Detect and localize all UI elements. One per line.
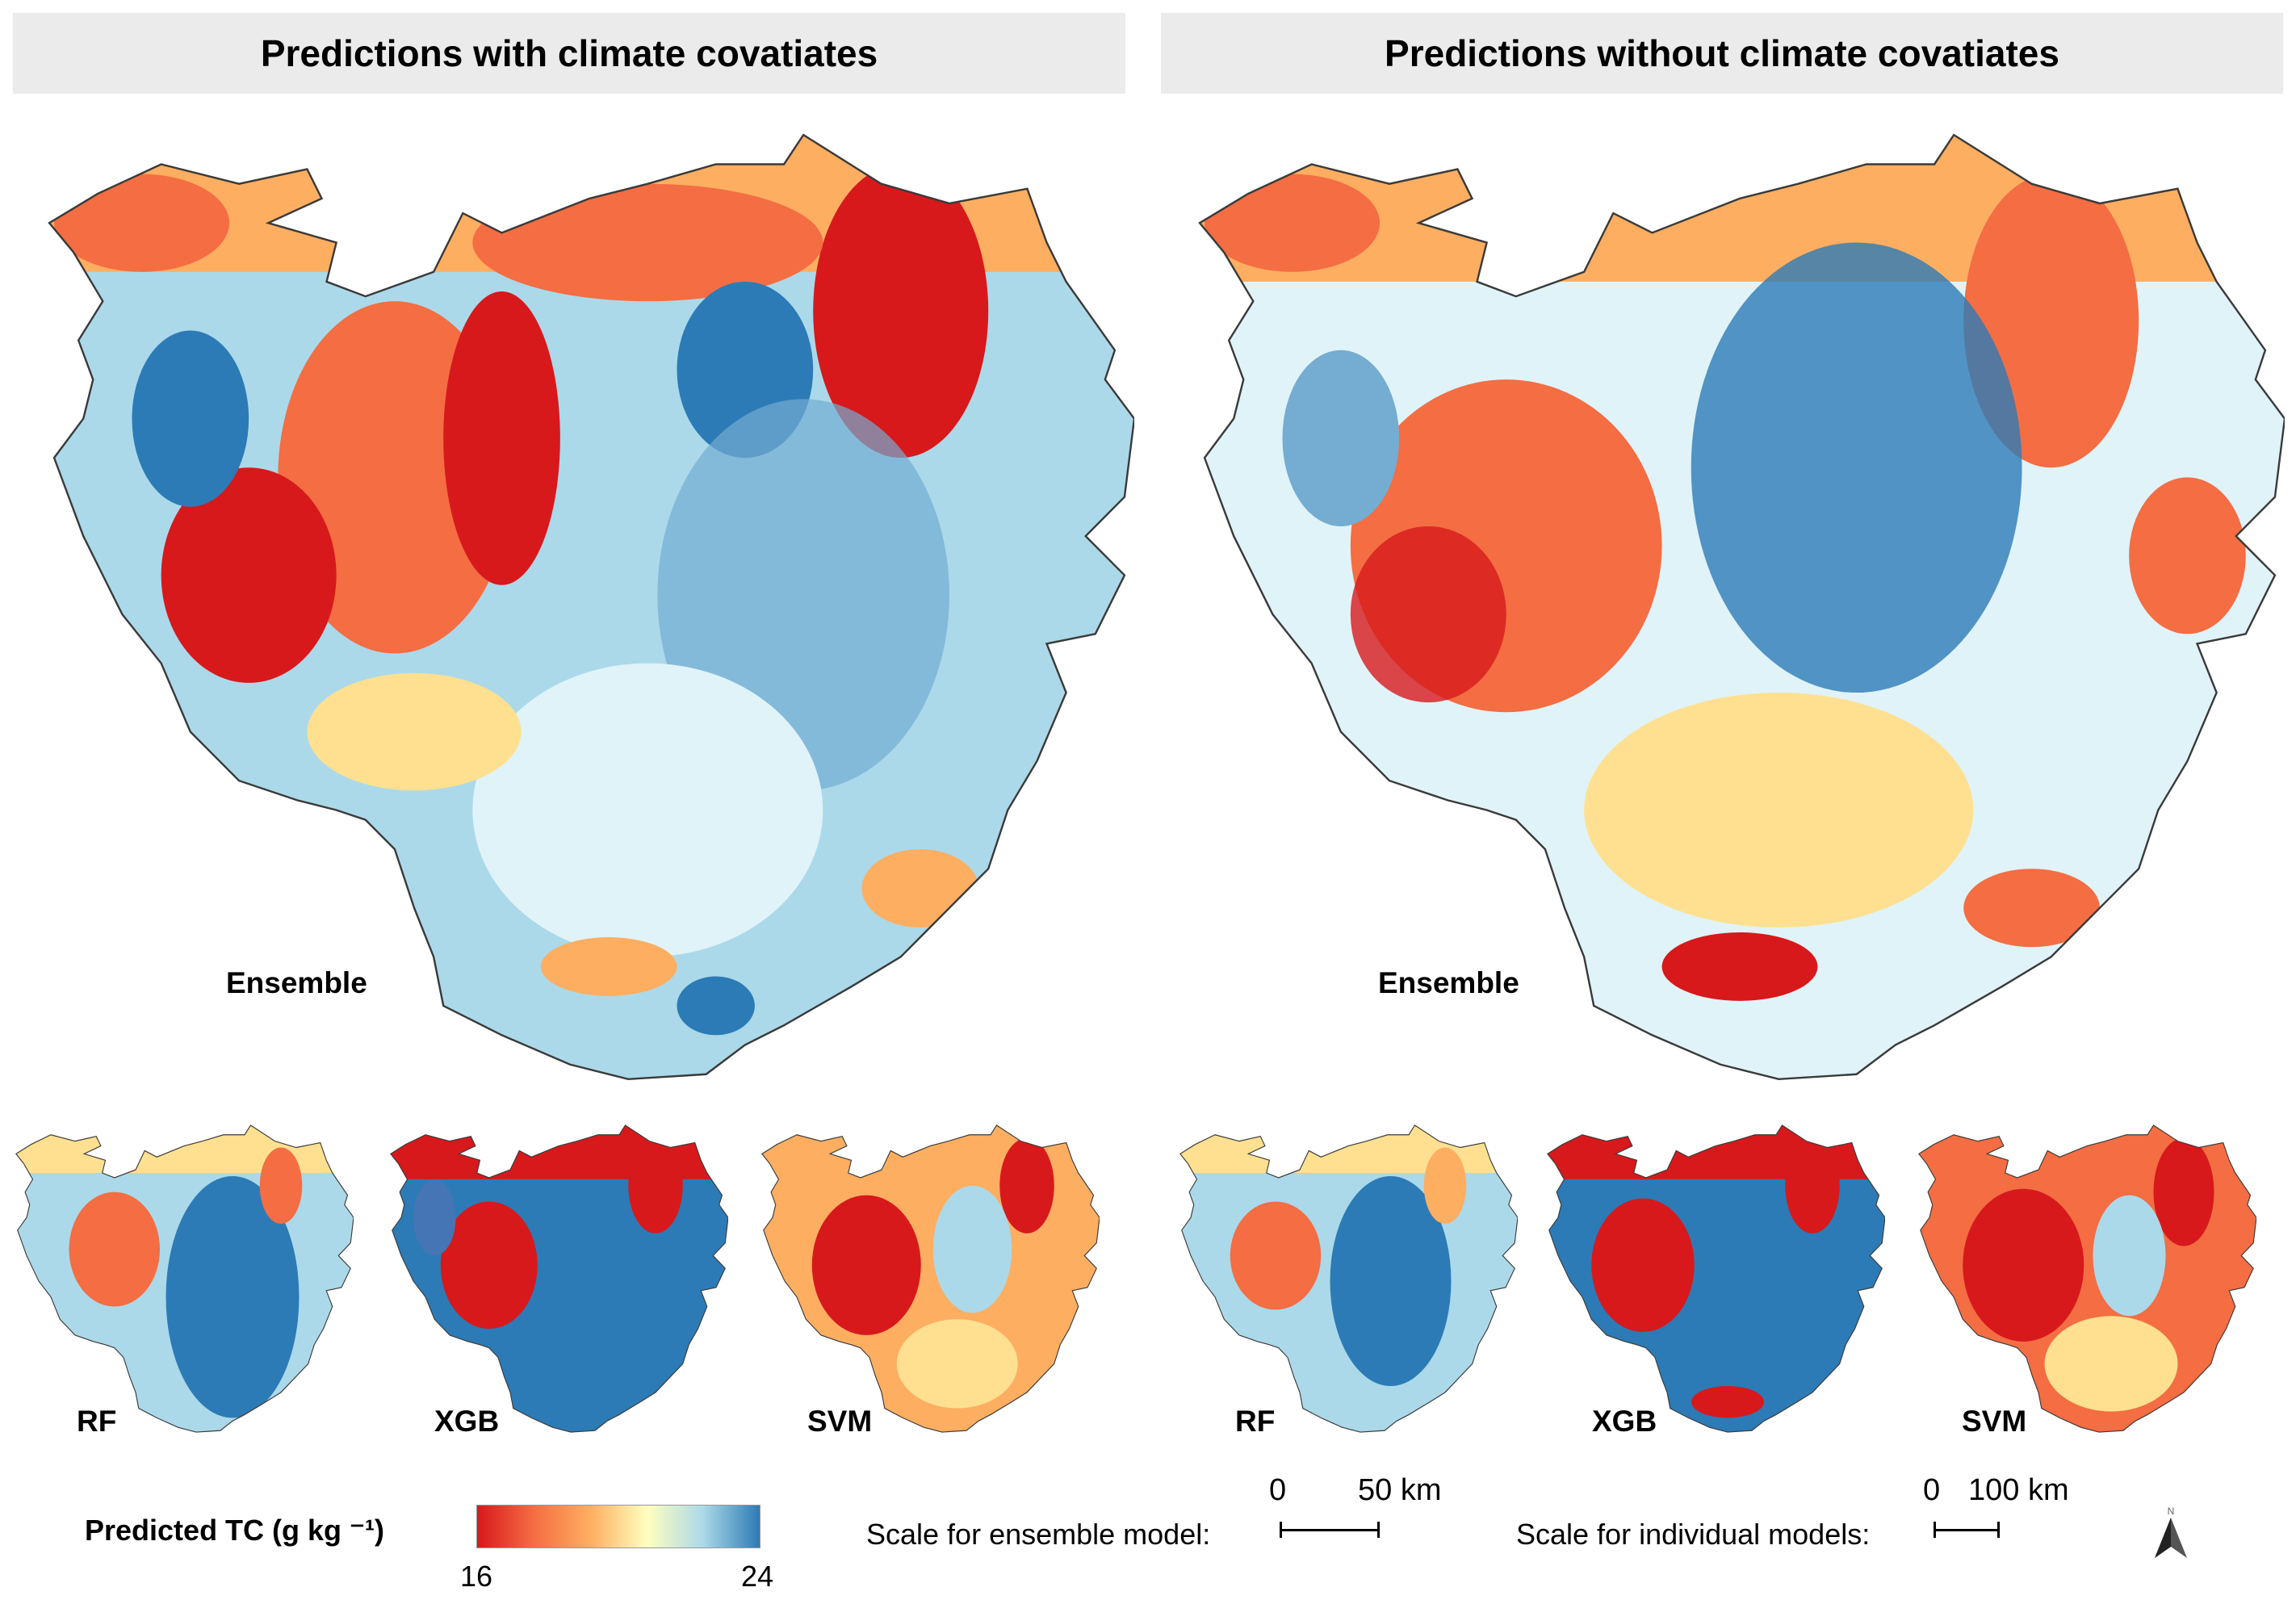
label-xgb-left: XGB <box>434 1405 500 1438</box>
header-without-climate: Predictions without climate covatiates <box>1161 13 2283 94</box>
legend-min: 16 <box>460 1560 493 1593</box>
label-svm-left: SVM <box>807 1405 873 1438</box>
label-ensemble-right: Ensemble <box>1378 966 1519 999</box>
map-svm-with-climate <box>761 1124 1100 1433</box>
scale-ensemble-bar <box>1280 1522 1380 1538</box>
scale-individual-bar <box>1934 1522 2000 1538</box>
scale-individual-end: 100 km <box>1968 1473 2069 1507</box>
scale-individual-label: Scale for individual models: <box>1516 1518 1871 1551</box>
map-xgb-with-climate <box>390 1124 728 1433</box>
map-ensemble-with-climate <box>48 133 1134 1081</box>
legend-max: 24 <box>741 1560 774 1593</box>
north-arrow-icon: N <box>2155 1506 2187 1558</box>
map-ensemble-without-climate <box>1198 133 2285 1081</box>
map-xgb-without-climate <box>1547 1124 1885 1433</box>
legend-color-bar <box>476 1505 760 1548</box>
header-with-climate: Predictions with climate covatiates <box>13 13 1125 94</box>
map-rf-without-climate <box>1179 1124 1518 1433</box>
scale-ensemble-end: 50 km <box>1358 1473 1442 1507</box>
header-with-climate-text: Predictions with climate covatiates <box>260 32 878 74</box>
header-without-climate-text: Predictions without climate covatiates <box>1385 32 2059 74</box>
scale-ensemble-label: Scale for ensemble model: <box>866 1518 1211 1551</box>
north-letter: N <box>2168 1506 2175 1517</box>
map-rf-with-climate <box>15 1124 354 1433</box>
scale-ensemble-zero: 0 <box>1269 1473 1287 1507</box>
label-svm-right: SVM <box>1962 1405 2027 1438</box>
label-rf-right: RF <box>1235 1405 1276 1438</box>
legend-title: Predicted TC (g kg ⁻¹) <box>85 1514 385 1547</box>
label-xgb-right: XGB <box>1592 1405 1657 1438</box>
label-rf-left: RF <box>77 1405 117 1438</box>
scale-individual-zero: 0 <box>1923 1473 1941 1507</box>
map-svm-without-climate <box>1918 1124 2256 1433</box>
label-ensemble-left: Ensemble <box>226 966 367 999</box>
